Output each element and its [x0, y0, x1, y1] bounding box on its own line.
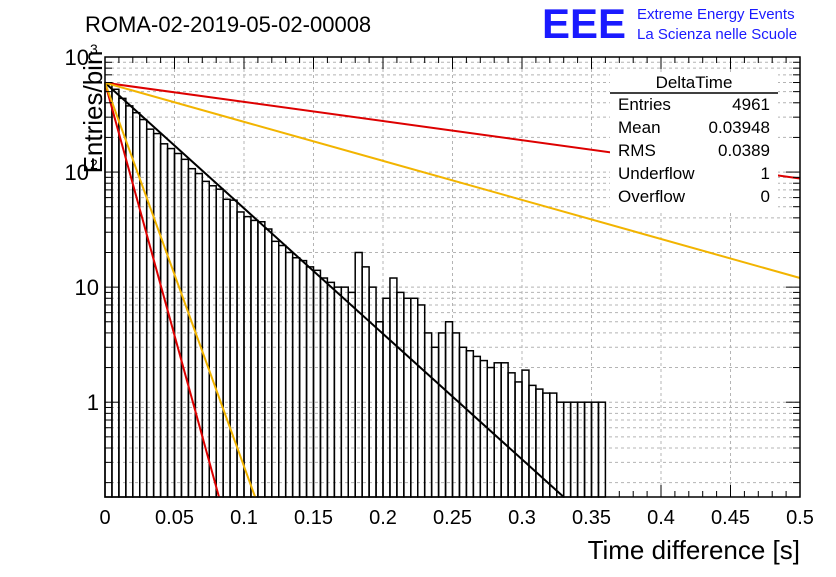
fit-curve	[104, 82, 565, 498]
stats-label-overflow: Overflow	[618, 187, 686, 206]
x-tick-label: 0.15	[294, 507, 333, 529]
stats-value-rms: 0.0389	[718, 141, 770, 160]
stats-value-underflow: 1	[761, 164, 770, 183]
fit-curve	[104, 82, 257, 498]
eee-logo: EEE Extreme Energy Events La Scienza nel…	[542, 0, 797, 47]
x-axis-label: Time difference [s]	[588, 535, 800, 565]
stats-box-background	[610, 72, 778, 210]
x-tick-label: 0	[99, 507, 110, 529]
fit-curve	[104, 81, 801, 279]
fit-curve	[104, 82, 220, 498]
x-axis-ticks: 0 0.05 0.1 0.15 0.2 0.25 0.3 0.35 0.4 0.45 0.5	[99, 57, 814, 529]
y-tick-label: 10	[75, 275, 99, 300]
x-tick-label: 0.4	[647, 507, 675, 529]
logo-mark: EEE	[542, 0, 626, 47]
y-tick-label: 10	[65, 45, 89, 70]
stats-value-mean: 0.03948	[709, 118, 770, 137]
x-tick-label: 0.35	[572, 507, 611, 529]
x-tick-label: 0.45	[711, 507, 750, 529]
stats-box: DeltaTime Entries 4961 Mean 0.03948 RMS …	[610, 72, 778, 210]
stats-title: DeltaTime	[656, 73, 733, 92]
x-tick-label: 0.3	[508, 507, 536, 529]
x-tick-label: 0.25	[433, 507, 472, 529]
x-tick-label: 0.2	[369, 507, 397, 529]
x-tick-label: 0.1	[230, 507, 258, 529]
plot-title: ROMA-02-2019-05-02-00008	[85, 12, 371, 37]
grid-lines	[105, 57, 800, 497]
stats-label-entries: Entries	[618, 95, 671, 114]
y-tick-label: 1	[87, 390, 99, 415]
stats-value-overflow: 0	[761, 187, 770, 206]
y-tick-label: 10	[65, 160, 89, 185]
x-tick-label: 0.5	[786, 507, 814, 529]
y-tick-exponent: 3	[90, 41, 98, 57]
logo-line-1: Extreme Energy Events	[637, 6, 795, 23]
y-tick-exponent: 2	[90, 156, 98, 172]
y-axis-label: Entries/bin	[78, 51, 108, 174]
stats-label-underflow: Underflow	[618, 164, 695, 183]
stats-label-rms: RMS	[618, 141, 656, 160]
logo-line-2: La Scienza nelle Scuole	[637, 26, 797, 43]
stats-value-entries: 4961	[732, 95, 770, 114]
stats-label-mean: Mean	[618, 118, 661, 137]
x-tick-label: 0.05	[155, 507, 194, 529]
